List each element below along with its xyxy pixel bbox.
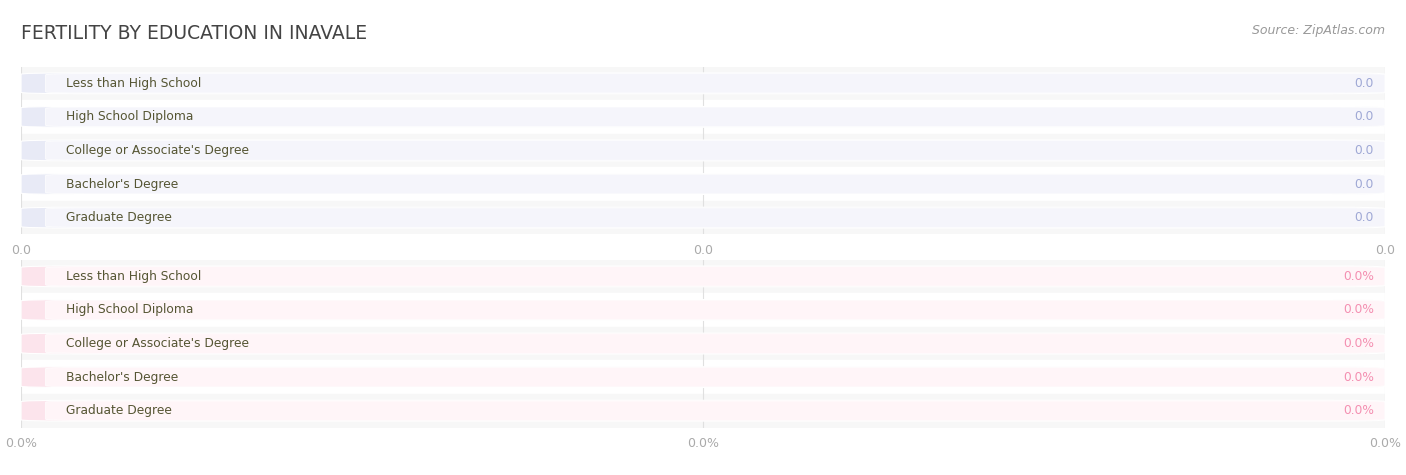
Text: 0.0: 0.0 xyxy=(1354,144,1374,157)
Text: 0.0%: 0.0% xyxy=(1343,270,1374,283)
FancyBboxPatch shape xyxy=(45,74,1385,93)
FancyBboxPatch shape xyxy=(45,208,1385,228)
Bar xyxy=(21,361,1385,394)
Text: 0.0: 0.0 xyxy=(1354,77,1374,90)
FancyBboxPatch shape xyxy=(45,107,1385,127)
Bar xyxy=(21,327,1385,361)
Bar xyxy=(21,201,1385,234)
FancyBboxPatch shape xyxy=(45,174,1385,194)
Text: Source: ZipAtlas.com: Source: ZipAtlas.com xyxy=(1251,24,1385,37)
Text: High School Diploma: High School Diploma xyxy=(66,110,194,124)
FancyBboxPatch shape xyxy=(21,140,1385,161)
Text: 0.0: 0.0 xyxy=(1354,110,1374,124)
FancyBboxPatch shape xyxy=(45,141,1385,160)
FancyBboxPatch shape xyxy=(21,300,1385,320)
FancyBboxPatch shape xyxy=(45,300,1385,320)
Text: 0.0: 0.0 xyxy=(1354,211,1374,224)
Bar xyxy=(21,167,1385,201)
FancyBboxPatch shape xyxy=(21,73,1385,94)
FancyBboxPatch shape xyxy=(21,207,1385,228)
Text: Bachelor's Degree: Bachelor's Degree xyxy=(66,370,179,384)
Text: 0.0%: 0.0% xyxy=(1343,370,1374,384)
Text: FERTILITY BY EDUCATION IN INAVALE: FERTILITY BY EDUCATION IN INAVALE xyxy=(21,24,367,43)
FancyBboxPatch shape xyxy=(45,367,1385,387)
FancyBboxPatch shape xyxy=(45,266,1385,286)
Bar xyxy=(21,100,1385,133)
FancyBboxPatch shape xyxy=(21,106,1385,127)
FancyBboxPatch shape xyxy=(21,367,1385,388)
Text: Less than High School: Less than High School xyxy=(66,270,201,283)
Bar xyxy=(21,293,1385,327)
Text: 0.0%: 0.0% xyxy=(1343,337,1374,350)
FancyBboxPatch shape xyxy=(21,174,1385,194)
FancyBboxPatch shape xyxy=(21,400,1385,421)
Text: Less than High School: Less than High School xyxy=(66,77,201,90)
Text: Bachelor's Degree: Bachelor's Degree xyxy=(66,178,179,190)
Bar xyxy=(21,260,1385,293)
FancyBboxPatch shape xyxy=(21,266,1385,287)
Text: 0.0: 0.0 xyxy=(1354,178,1374,190)
Text: College or Associate's Degree: College or Associate's Degree xyxy=(66,144,249,157)
Bar xyxy=(21,66,1385,100)
Text: 0.0%: 0.0% xyxy=(1343,404,1374,417)
Text: Graduate Degree: Graduate Degree xyxy=(66,211,172,224)
Bar xyxy=(21,133,1385,167)
Text: College or Associate's Degree: College or Associate's Degree xyxy=(66,337,249,350)
FancyBboxPatch shape xyxy=(21,333,1385,354)
Bar xyxy=(21,394,1385,428)
Text: High School Diploma: High School Diploma xyxy=(66,304,194,316)
Text: 0.0%: 0.0% xyxy=(1343,304,1374,316)
FancyBboxPatch shape xyxy=(45,334,1385,353)
FancyBboxPatch shape xyxy=(45,401,1385,420)
Text: Graduate Degree: Graduate Degree xyxy=(66,404,172,417)
